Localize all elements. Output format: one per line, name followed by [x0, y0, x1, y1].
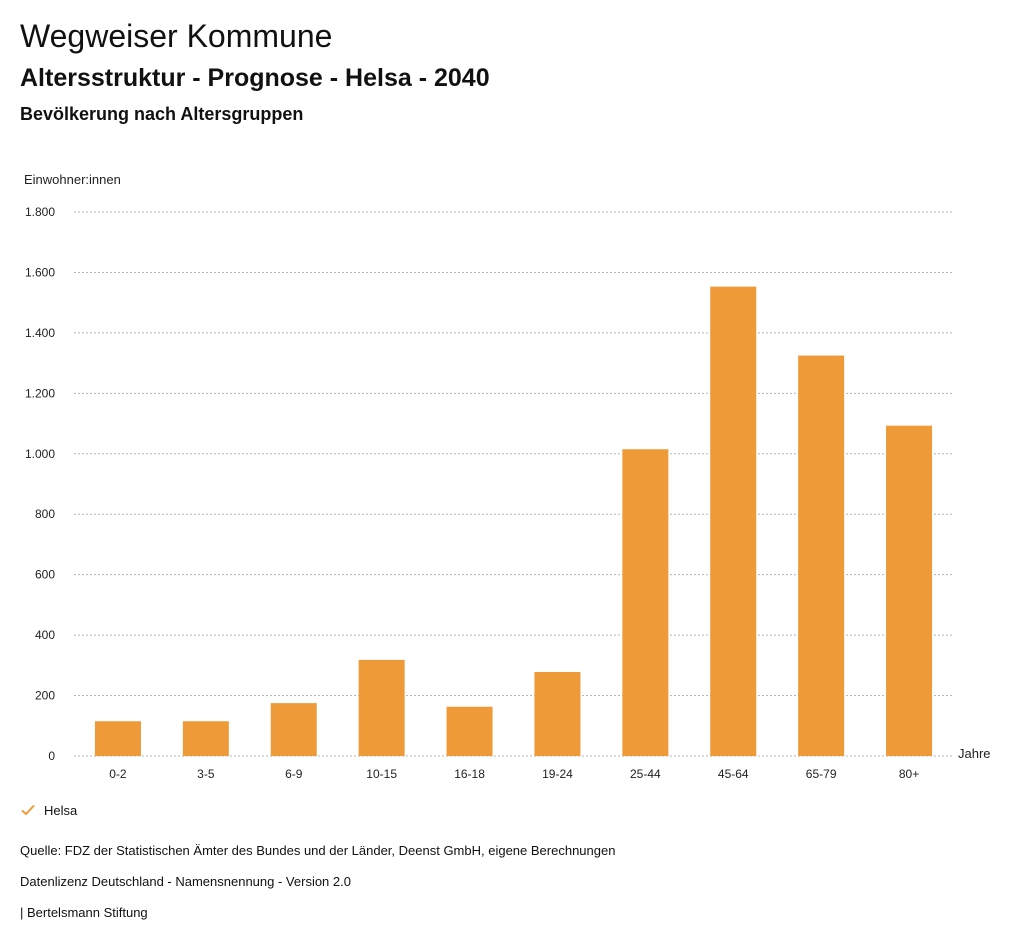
x-tick-label: 10-15: [366, 767, 397, 781]
y-tick-label: 0: [48, 749, 55, 763]
publisher-note: | Bertelsmann Stiftung: [20, 905, 148, 920]
y-tick-label: 1.200: [25, 386, 55, 400]
license-note: Datenlizenz Deutschland - Namensnennung …: [20, 874, 351, 889]
x-tick-label: 6-9: [285, 767, 303, 781]
chart-subtitle: Altersstruktur - Prognose - Helsa - 2040: [20, 64, 490, 92]
x-axis-label: Jahre: [958, 746, 991, 761]
x-tick-label: 65-79: [806, 767, 837, 781]
bar-10-15: [358, 659, 405, 756]
bar-6-9: [270, 703, 317, 756]
bar-65-79: [798, 355, 845, 756]
y-tick-label: 800: [35, 507, 55, 521]
x-tick-label: 0-2: [109, 767, 127, 781]
y-tick-label: 1.600: [25, 265, 55, 279]
bar-19-24: [534, 671, 581, 756]
x-tick-label: 3-5: [197, 767, 215, 781]
source-note: Quelle: FDZ der Statistischen Ämter des …: [20, 843, 616, 858]
bar-16-18: [446, 706, 493, 756]
bar-0-2: [94, 721, 141, 756]
chart-description: Bevölkerung nach Altersgruppen: [20, 104, 304, 124]
y-tick-label: 1.400: [25, 326, 55, 340]
y-tick-label: 1.800: [25, 205, 55, 219]
legend-label: Helsa: [44, 802, 78, 818]
bar-80+: [886, 425, 933, 756]
x-tick-label: 16-18: [454, 767, 485, 781]
x-tick-label: 45-64: [718, 767, 749, 781]
x-tick-label: 25-44: [630, 767, 661, 781]
bar-25-44: [622, 449, 669, 756]
y-axis-label: Einwohner:innen: [24, 172, 121, 187]
y-tick-label: 600: [35, 568, 55, 582]
y-tick-label: 200: [35, 689, 55, 703]
bar-chart: Einwohner:innen 0 200 400 600 800 1.000 1.200 1.…: [24, 172, 991, 781]
legend-item-helsa[interactable]: Helsa: [20, 802, 77, 818]
page-title: Wegweiser Kommune: [20, 18, 333, 54]
bar-3-5: [182, 721, 229, 756]
y-tick-label: 400: [35, 628, 55, 642]
x-tick-label: 80+: [899, 767, 919, 781]
y-tick-label: 1.000: [25, 447, 55, 461]
x-tick-label: 19-24: [542, 767, 573, 781]
bar-45-64: [710, 286, 757, 756]
checkmark-icon: [21, 804, 35, 816]
